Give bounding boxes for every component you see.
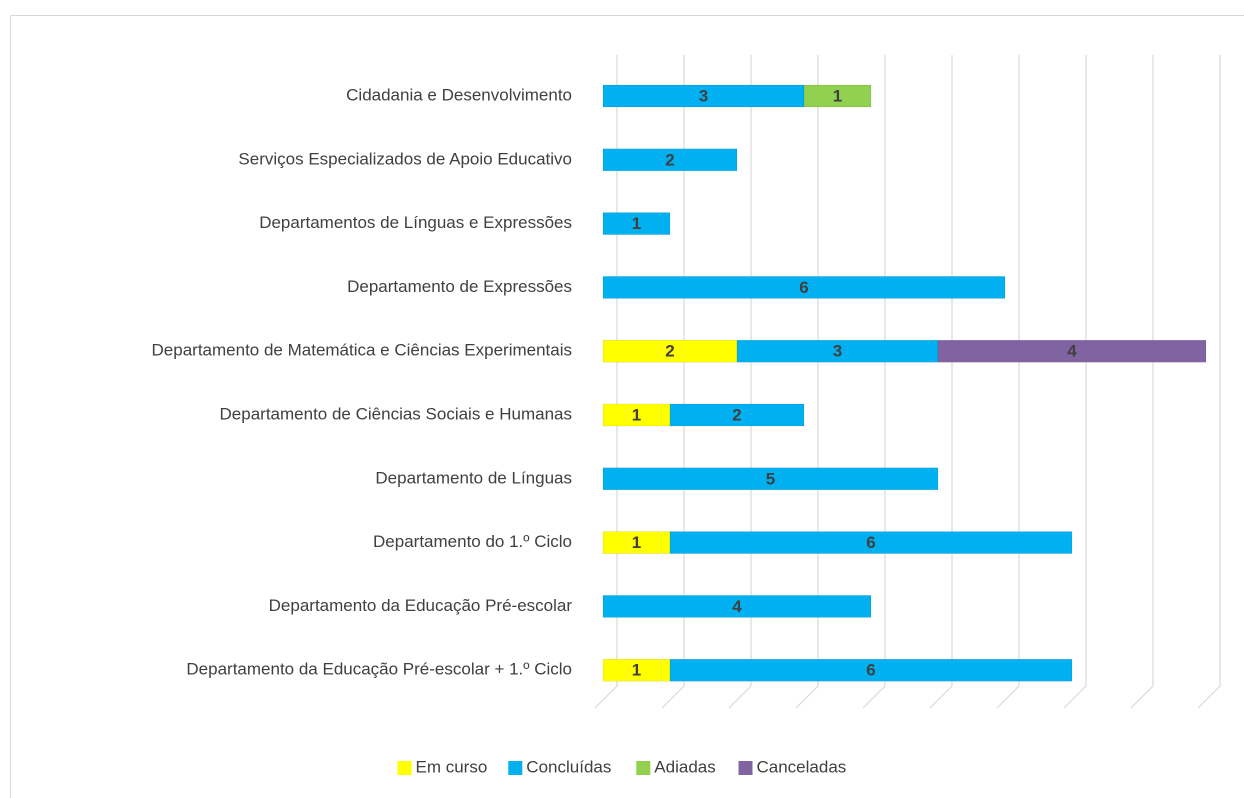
- data-label: 1: [632, 214, 641, 233]
- bar-segment: [602, 148, 738, 172]
- bar-segment: [602, 467, 939, 491]
- grid-line: [862, 55, 886, 709]
- y-tick-label: Departamento de Ciências Sociais e Human…: [220, 404, 572, 423]
- data-label: 2: [665, 150, 674, 169]
- y-tick-label: Cidadania e Desenvolvimento: [346, 85, 572, 104]
- bar-segment: [669, 658, 1073, 682]
- data-label: 6: [866, 661, 875, 680]
- grid-line: [728, 55, 752, 709]
- data-label: 2: [732, 405, 741, 424]
- y-tick-label: Serviços Especializados de Apoio Educati…: [238, 149, 572, 168]
- legend-label: Canceladas: [757, 757, 847, 776]
- grid-line: [1197, 55, 1221, 709]
- y-tick-label: Departamentos de Línguas e Expressões: [259, 213, 572, 232]
- legend-swatch: [636, 761, 651, 775]
- data-label: 4: [1067, 342, 1077, 361]
- data-label: 5: [766, 469, 775, 488]
- data-label: 6: [799, 278, 808, 297]
- y-tick-label: Departamento do 1.º Ciclo: [373, 532, 572, 551]
- data-label: 3: [833, 342, 842, 361]
- data-label: 1: [632, 533, 641, 552]
- legend-swatch: [397, 761, 412, 775]
- bar-segment: [937, 339, 1207, 363]
- bar-segment: [803, 84, 872, 108]
- y-tick-label: Departamento de Matemática e Ciências Ex…: [152, 341, 572, 360]
- bar-segment: [669, 403, 805, 427]
- y-tick-label: Departamento da Educação Pré-escolar: [269, 596, 573, 615]
- bar-segment: [669, 531, 1073, 554]
- data-label: 1: [632, 661, 641, 680]
- data-label: 3: [699, 86, 708, 105]
- data-label: 4: [732, 597, 742, 616]
- data-label: 1: [632, 405, 641, 424]
- legend-swatch: [508, 761, 523, 775]
- data-label: 2: [665, 342, 674, 361]
- bar-segment: [602, 276, 1006, 299]
- data-label: 1: [833, 86, 842, 105]
- bar-segment: [602, 595, 872, 618]
- chart-frame: [10, 15, 1244, 798]
- bar-segment: [602, 212, 671, 235]
- data-label: 6: [866, 533, 875, 552]
- grid-line: [1130, 55, 1154, 709]
- legend-swatch: [738, 761, 753, 775]
- y-tick-label: Departamento da Educação Pré-escolar + 1…: [186, 660, 572, 679]
- grid-line: [929, 55, 953, 709]
- legend-label: Adiadas: [654, 757, 715, 776]
- y-tick-label: Departamento de Expressões: [347, 277, 572, 296]
- grid-line: [594, 55, 618, 709]
- legend-label: Em curso: [416, 757, 488, 776]
- grid-line: [661, 55, 685, 709]
- grid-line: [996, 55, 1020, 709]
- grid-line: [795, 55, 819, 709]
- legend-label: Concluídas: [526, 757, 611, 776]
- grid-line: [1063, 55, 1087, 709]
- y-tick-label: Departamento de Línguas: [375, 468, 572, 487]
